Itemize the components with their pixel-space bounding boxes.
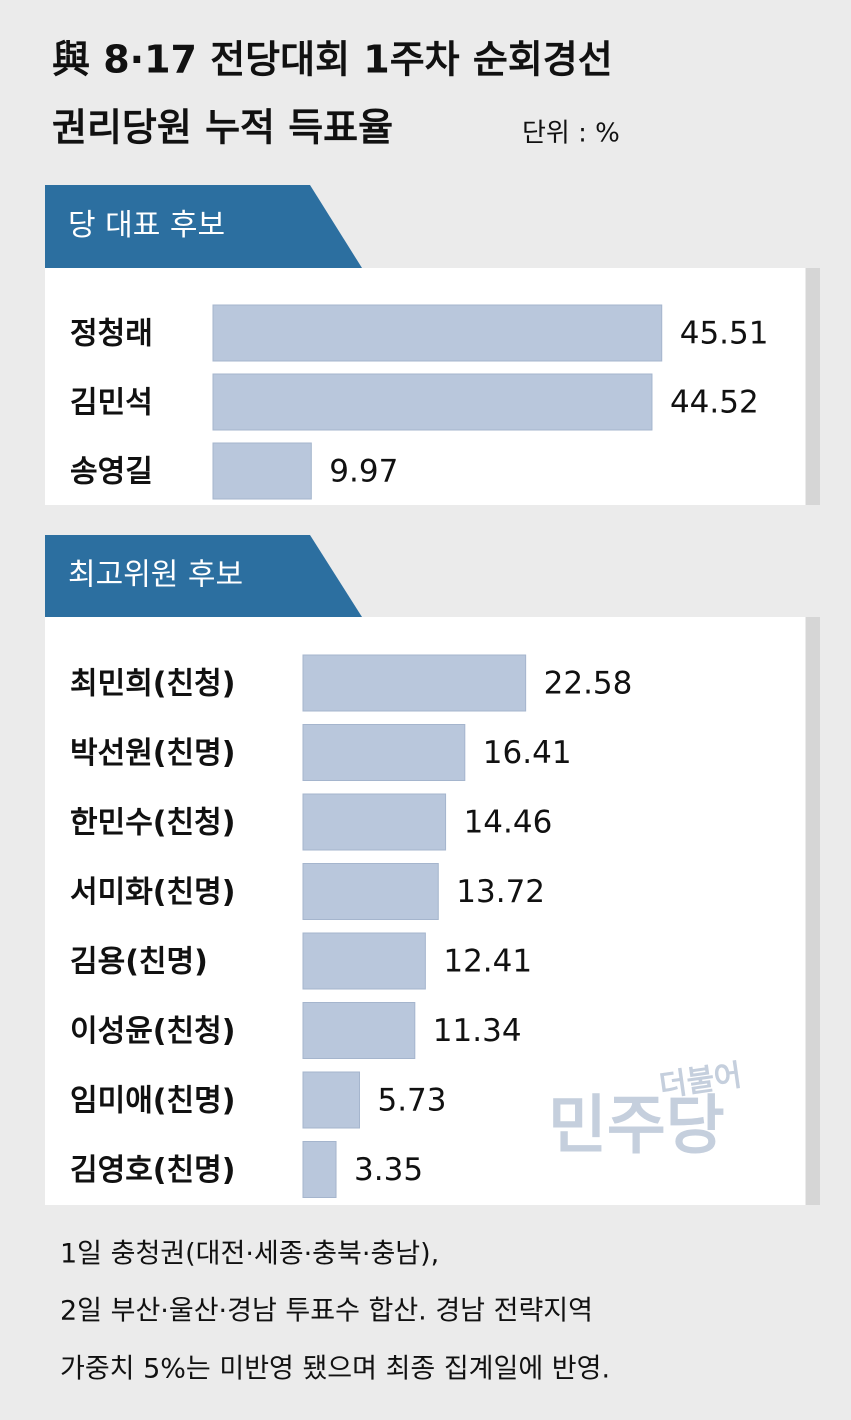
section-title: 최고위원 후보 bbox=[68, 558, 243, 593]
bar bbox=[302, 724, 466, 781]
footnote: 1일 충청권(대전·세종·충북·충남), bbox=[60, 1239, 439, 1270]
bar bbox=[302, 1141, 337, 1198]
title-line: 권리당원 누적 득표율 bbox=[52, 106, 393, 150]
value-label: 22.58 bbox=[544, 666, 633, 702]
section-tab bbox=[45, 185, 362, 268]
footnote: 2일 부산·울산·경남 투표수 합산. 경남 전략지역 bbox=[60, 1296, 593, 1327]
value-label: 16.41 bbox=[483, 735, 572, 771]
value-label: 11.34 bbox=[433, 1013, 522, 1049]
value-label: 45.51 bbox=[680, 316, 769, 352]
bar bbox=[212, 373, 653, 431]
panel-edge bbox=[806, 617, 820, 1205]
value-label: 44.52 bbox=[670, 385, 759, 421]
section-tab bbox=[45, 535, 362, 617]
category-label: 임미애(친명) bbox=[70, 1084, 235, 1119]
unit: 단위 : % bbox=[522, 119, 620, 149]
title-line: 與 8·17 전당대회 1주차 순회경선 bbox=[52, 38, 613, 82]
bar bbox=[302, 654, 527, 712]
section-title: 당 대표 후보 bbox=[68, 208, 225, 243]
category-label: 박선원(친명) bbox=[70, 736, 235, 771]
value-label: 9.97 bbox=[329, 454, 398, 490]
watermark-logo: 민주당 bbox=[548, 1090, 725, 1164]
category-label: 이성윤(친청) bbox=[70, 1014, 235, 1049]
bar bbox=[302, 863, 439, 920]
category-label: 김영호(친명) bbox=[70, 1153, 235, 1188]
footnote: 가중치 5%는 미반영 됐으며 최종 집계일에 반영. bbox=[60, 1354, 610, 1385]
value-label: 13.72 bbox=[456, 874, 545, 910]
category-label: 송영길 bbox=[70, 455, 153, 490]
category-label: 김용(친명) bbox=[70, 945, 208, 980]
bar bbox=[302, 793, 447, 851]
panel-edge bbox=[806, 268, 820, 505]
bar bbox=[212, 442, 312, 500]
category-label: 한민수(친청) bbox=[70, 806, 235, 841]
category-label: 정청래 bbox=[70, 317, 153, 352]
category-label: 최민희(친청) bbox=[70, 667, 235, 702]
category-label: 김민석 bbox=[70, 386, 153, 421]
value-label: 14.46 bbox=[464, 805, 553, 841]
value-label: 12.41 bbox=[443, 944, 532, 980]
value-label: 5.73 bbox=[377, 1083, 446, 1119]
value-label: 3.35 bbox=[354, 1152, 423, 1188]
bar bbox=[302, 1002, 416, 1059]
bar bbox=[212, 304, 663, 362]
category-label: 서미화(친명) bbox=[70, 875, 235, 910]
bar bbox=[302, 1071, 360, 1129]
bar bbox=[302, 932, 426, 990]
